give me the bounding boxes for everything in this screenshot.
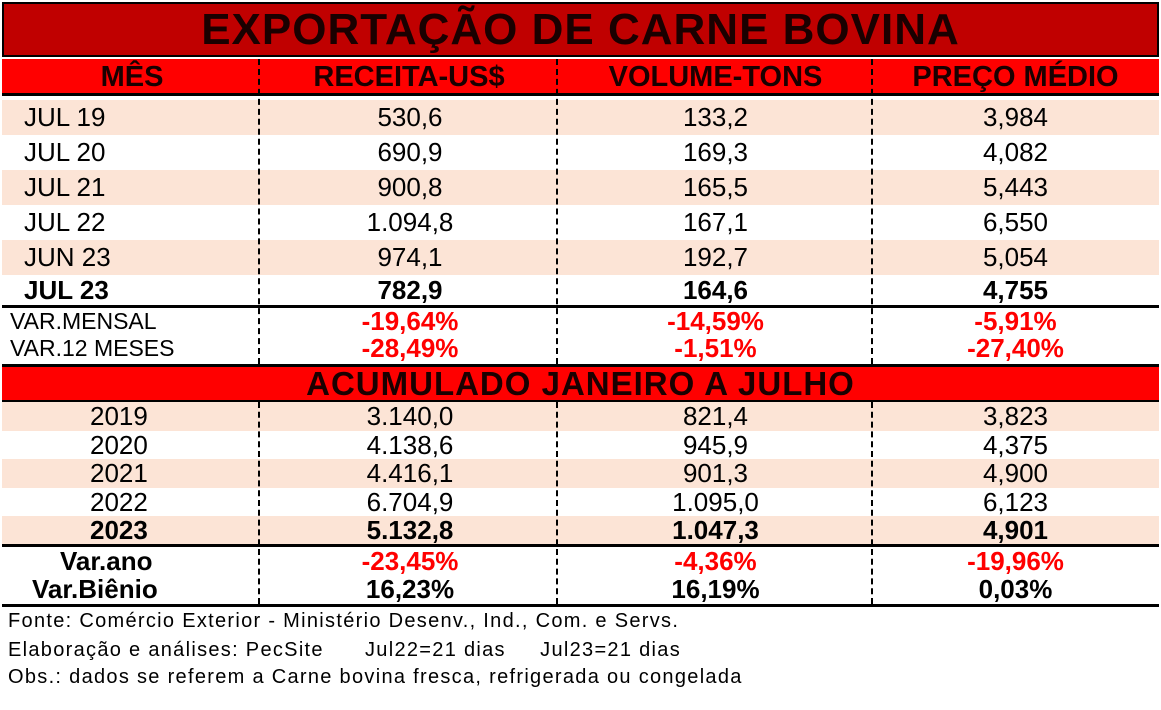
cell-ano: 2020 — [90, 429, 148, 460]
table-row: 2022 6.704,9 1.095,0 6,123 — [2, 486, 1159, 517]
var-row: VAR.MENSAL -19,64% -14,59% -5,91% — [2, 306, 1159, 336]
cell-receita: 4.138,6 — [366, 429, 454, 460]
var-receita: -23,45% — [361, 545, 459, 576]
table-row: JUL 22 1.094,8 167,1 6,550 — [2, 205, 1159, 240]
var-label: Var.Biênio — [32, 574, 158, 604]
source-note: Fonte: Comércio Exterior - Ministério De… — [8, 610, 680, 632]
header-preco: PREÇO MÉDIO — [912, 61, 1119, 93]
cell-mes: JUL 19 — [24, 102, 106, 132]
column-separator — [258, 59, 260, 364]
column-separator — [556, 402, 558, 604]
divider — [2, 544, 1159, 547]
column-header-row: MÊS RECEITA-US$ VOLUME-TONS PREÇO MÉDIO — [2, 59, 1159, 96]
cell-preco: 3,984 — [982, 102, 1049, 132]
cell-mes: JUL 20 — [24, 137, 106, 167]
header-receita: RECEITA-US$ — [313, 61, 505, 93]
cell-volume: 164,6 — [682, 274, 749, 305]
cell-preco: 6,123 — [982, 486, 1049, 517]
table-row-current: 2023 5.132,8 1.047,3 4,901 — [2, 514, 1159, 545]
cell-preco: 4,375 — [982, 429, 1049, 460]
header-mes: MÊS — [100, 61, 164, 93]
cell-receita: 3.140,0 — [366, 401, 454, 431]
header-volume: VOLUME-TONS — [608, 61, 823, 93]
cell-receita: 900,8 — [377, 172, 443, 202]
cell-preco: 4,755 — [982, 274, 1049, 305]
cell-receita: 4.416,1 — [366, 458, 454, 488]
cell-volume: 167,1 — [682, 207, 749, 237]
table-row: 2021 4.416,1 901,3 4,900 — [2, 458, 1159, 488]
accumulated-title: ACUMULADO JANEIRO A JULHO — [2, 364, 1159, 402]
cell-receita: 530,6 — [377, 102, 443, 132]
table-row: JUN 23 974,1 192,7 5,054 — [2, 240, 1159, 275]
cell-volume: 945,9 — [682, 429, 749, 460]
cell-ano: 2021 — [90, 458, 148, 488]
cell-preco: 5,054 — [982, 242, 1049, 272]
cell-preco: 3,823 — [982, 401, 1049, 431]
cell-receita: 690,9 — [377, 137, 443, 167]
cell-mes: JUL 21 — [24, 172, 106, 202]
cell-volume: 1.047,3 — [672, 514, 759, 545]
cell-volume: 169,3 — [682, 137, 749, 167]
cell-volume: 901,3 — [682, 458, 749, 488]
cell-volume: 165,5 — [682, 172, 749, 202]
column-separator — [871, 402, 873, 604]
var-label: VAR.12 MESES — [10, 335, 175, 361]
var-row: Var.ano -23,45% -4,36% -19,96% — [2, 545, 1159, 576]
obs-note: Obs.: dados se referem a Carne bovina fr… — [8, 666, 743, 688]
cell-volume: 821,4 — [682, 401, 749, 431]
cell-receita: 6.704,9 — [366, 486, 454, 517]
var-volume: 16,19% — [671, 574, 760, 604]
var-volume: -4,36% — [674, 545, 757, 576]
table-row: 2020 4.138,6 945,9 4,375 — [2, 429, 1159, 460]
cell-mes: JUL 23 — [24, 274, 109, 305]
cell-preco: 4,082 — [982, 137, 1049, 167]
var-receita: 16,23% — [365, 574, 455, 604]
cell-volume: 192,7 — [682, 242, 749, 272]
cell-mes: JUN 23 — [24, 242, 111, 272]
cell-receita: 1.094,8 — [366, 207, 454, 237]
cell-mes: JUL 22 — [24, 207, 106, 237]
var-row: VAR.12 MESES -28,49% -1,51% -27,40% — [2, 333, 1159, 363]
analysis-note: Elaboração e análises: PecSite Jul22=21 … — [8, 639, 682, 661]
table-row: JUL 20 690,9 169,3 4,082 — [2, 135, 1159, 170]
cell-ano: 2022 — [90, 486, 148, 517]
table-row: JUL 19 530,6 133,2 3,984 — [2, 100, 1159, 135]
cell-volume: 1.095,0 — [672, 486, 759, 517]
var-volume: -1,51% — [674, 333, 757, 363]
var-preco: 0,03% — [978, 574, 1053, 604]
var-preco: -5,91% — [974, 306, 1057, 336]
table-title: EXPORTAÇÃO DE CARNE BOVINA — [2, 2, 1159, 57]
cell-ano: 2019 — [90, 401, 148, 431]
cell-ano: 2023 — [90, 514, 148, 545]
cell-preco: 5,443 — [982, 172, 1049, 202]
var-preco: -27,40% — [967, 333, 1064, 363]
table-row: 2019 3.140,0 821,4 3,823 — [2, 401, 1159, 431]
table-row: JUL 21 900,8 165,5 5,443 — [2, 170, 1159, 205]
cell-receita: 5.132,8 — [366, 514, 454, 545]
var-volume: -14,59% — [667, 306, 764, 336]
column-separator — [556, 59, 558, 364]
divider — [2, 305, 1159, 308]
cell-preco: 6,550 — [982, 207, 1049, 237]
column-separator — [258, 402, 260, 604]
var-receita: -28,49% — [361, 333, 459, 363]
cell-receita: 974,1 — [377, 242, 443, 272]
cell-preco: 4,901 — [982, 514, 1049, 545]
var-label: Var.ano — [60, 545, 153, 576]
cell-volume: 133,2 — [682, 102, 749, 132]
cell-preco: 4,900 — [982, 458, 1049, 488]
divider — [2, 604, 1159, 607]
column-separator — [871, 59, 873, 364]
cell-receita: 782,9 — [377, 274, 443, 305]
var-receita: -19,64% — [361, 306, 459, 336]
var-preco: -19,96% — [967, 545, 1064, 576]
var-label: VAR.MENSAL — [10, 308, 157, 334]
var-row: Var.Biênio 16,23% 16,19% 0,03% — [2, 574, 1159, 604]
table-row-current: JUL 23 782,9 164,6 4,755 — [2, 275, 1159, 305]
